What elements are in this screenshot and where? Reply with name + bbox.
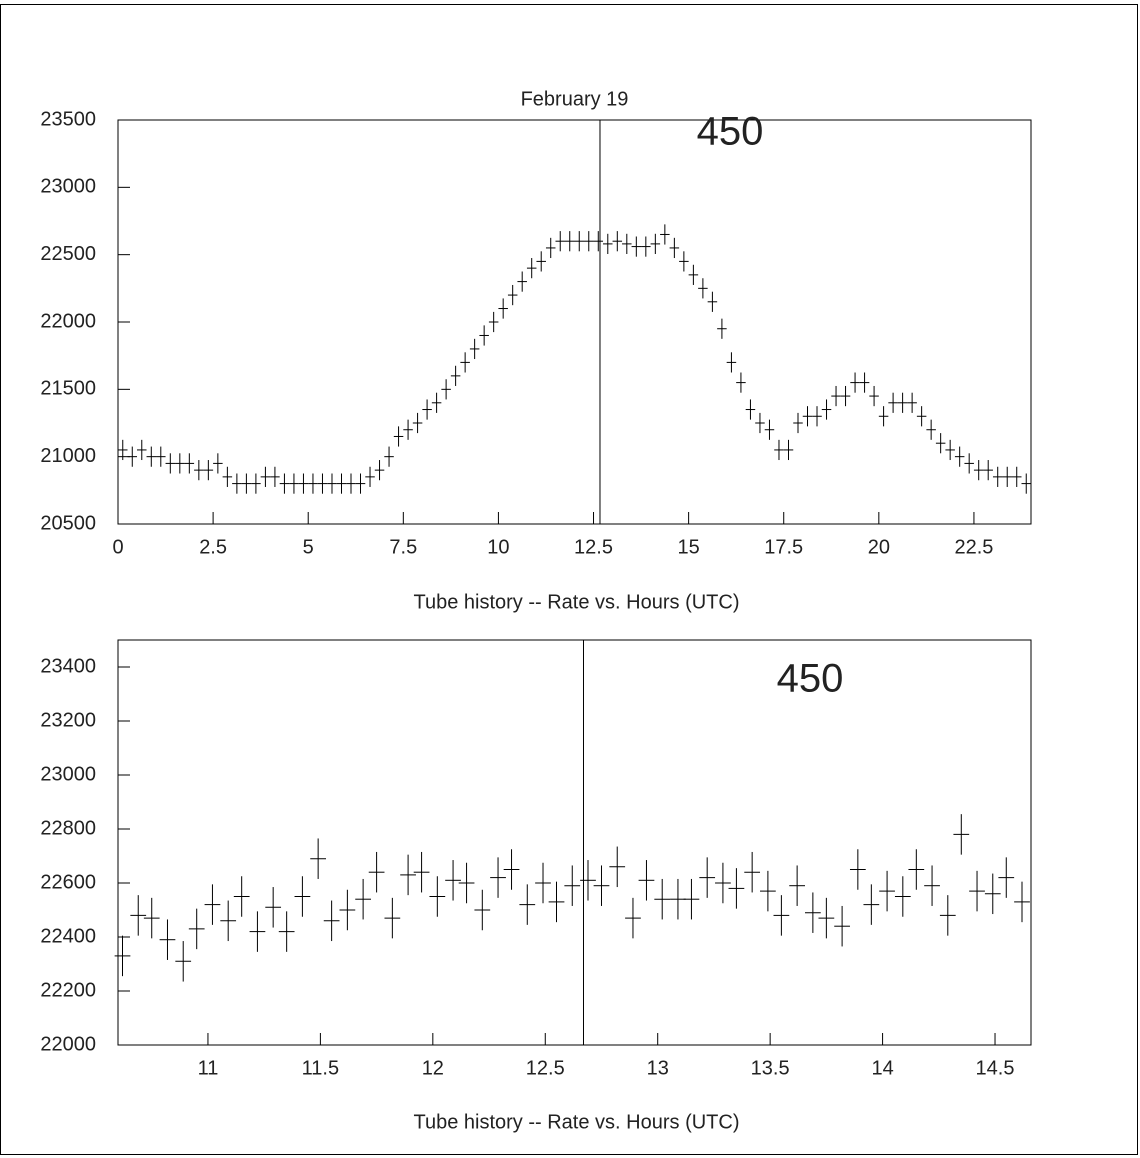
y-tick-label: 22000 [40,1033,96,1055]
annotation: 450 [777,657,844,701]
y-tick-label: 22400 [40,925,96,947]
y-tick-label: 22200 [40,979,96,1001]
y-tick-label: 23400 [40,655,96,677]
x-tick-label: 12.5 [574,536,613,558]
x-tick-label: 7.5 [389,536,417,558]
y-tick-label: 21500 [40,378,96,400]
y-tick-label: 23500 [40,108,96,130]
y-tick-label: 20500 [40,512,96,534]
x-tick-label: 22.5 [954,536,993,558]
frame [0,4,1138,1155]
chart-title: February 19 [521,88,629,110]
x-tick-label: 12 [422,1057,444,1079]
x-tick-label: 2.5 [199,536,227,558]
plot-frame [117,639,1032,1046]
plot-frame [117,119,1032,525]
y-tick-label: 21000 [40,445,96,467]
x-tick-label: 11 [198,1057,219,1079]
x-tick-label: 14 [871,1057,893,1079]
annotation: 450 [697,110,764,154]
x-tick-label: 12.5 [526,1057,565,1079]
x-tick-label: 17.5 [764,536,803,558]
y-tick-label: 23000 [40,763,96,785]
x-tick-label: 10 [487,536,509,558]
x-axis-label: Tube history -- Rate vs. Hours (UTC) [414,591,740,613]
y-tick-label: 23000 [40,176,96,198]
x-axis-label: Tube history -- Rate vs. Hours (UTC) [414,1111,740,1133]
x-tick-label: 20 [868,536,890,558]
y-tick-label: 22600 [40,871,96,893]
y-tick-label: 22500 [40,243,96,265]
y-tick-label: 22800 [40,817,96,839]
x-tick-label: 13.5 [751,1057,790,1079]
x-tick-label: 15 [678,536,700,558]
y-tick-label: 23200 [40,709,96,731]
x-tick-label: 13 [647,1057,669,1079]
x-tick-label: 11.5 [302,1057,339,1079]
x-tick-label: 0 [112,536,123,558]
x-tick-label: 5 [303,536,314,558]
y-tick-label: 22000 [40,310,96,332]
x-tick-label: 14.5 [976,1057,1015,1079]
